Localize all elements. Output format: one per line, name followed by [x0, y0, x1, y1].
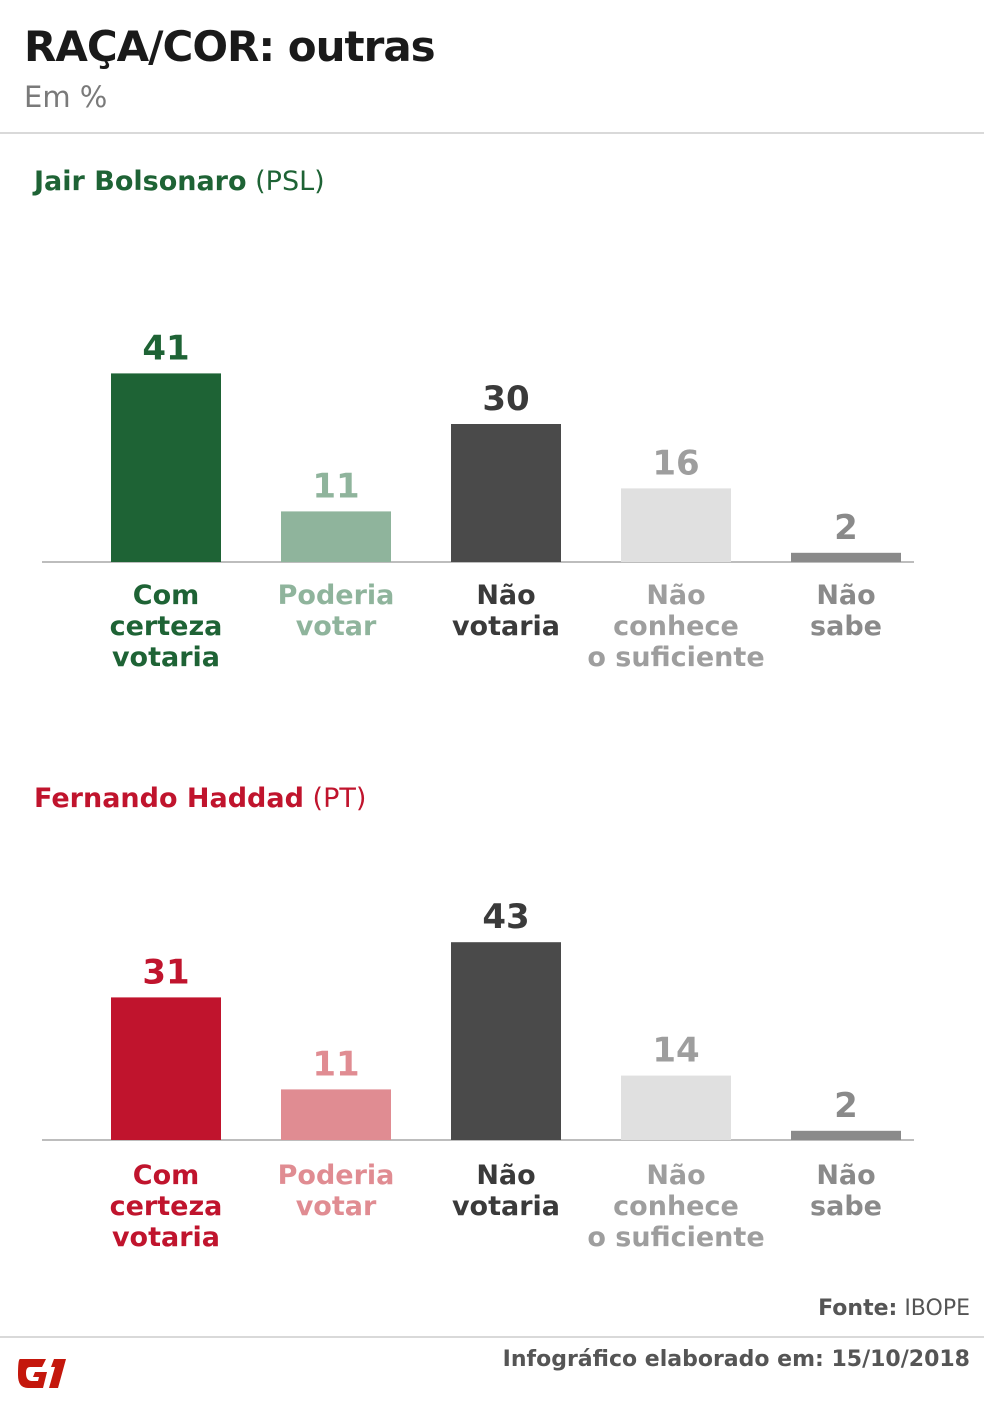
bar-5: [791, 1130, 901, 1140]
value-label-5: 2: [834, 1086, 858, 1126]
source-value: IBOPE: [904, 1296, 970, 1321]
value-label-2: 11: [312, 1044, 359, 1084]
candidate-party: (PT): [312, 783, 367, 814]
category-label-line: Não: [476, 580, 536, 611]
bar-1: [111, 373, 221, 562]
category-label-2: Poderia votar: [241, 1160, 431, 1222]
candidate-name: Jair Bolsonaro: [34, 166, 247, 197]
bar-4: [621, 488, 731, 562]
candidate-name: Fernando Haddad: [34, 783, 304, 814]
category-label-line: votaria: [451, 611, 561, 642]
category-label-4: Não conhece o suficiente: [581, 1160, 771, 1253]
value-label-5: 2: [834, 508, 858, 548]
bar-chart-haddad: 31 11 43 14 2 Com certeza votaria Poderia votar Nã…: [0, 880, 984, 1280]
value-label-3: 43: [482, 897, 529, 937]
category-label-4: Não conhece o suficiente: [581, 580, 771, 673]
value-label-3: 30: [482, 379, 529, 419]
g1-logo: [18, 1359, 66, 1388]
category-label-line: votar: [295, 1191, 377, 1222]
bar-chart-bolsonaro: 41 11 30 16 2 Com certeza votaria Poderia votar Nã…: [0, 300, 984, 700]
category-label-3: Não votaria: [411, 580, 601, 642]
category-label-5: Não sabe: [751, 1160, 941, 1222]
value-label-1: 31: [142, 952, 189, 992]
category-label-line: Não: [476, 1160, 536, 1191]
chart-subtitle: Em %: [24, 80, 108, 114]
candidate-title-haddad: Fernando Haddad (PT): [34, 783, 366, 814]
bar-3: [451, 942, 561, 1140]
category-label-line: Não: [816, 580, 876, 611]
category-label-line: Não: [646, 580, 706, 611]
candidate-party: (PSL): [255, 166, 325, 197]
category-label-line: Não: [816, 1160, 876, 1191]
category-label-line: o suficiente: [587, 642, 765, 673]
category-label-line: Poderia: [277, 580, 395, 611]
value-label-2: 11: [312, 466, 359, 506]
source-key: Fonte:: [818, 1296, 898, 1321]
category-label-line: Com: [132, 1160, 200, 1191]
category-label-line: Não: [646, 1160, 706, 1191]
category-label-line: votaria: [111, 642, 221, 673]
category-label-1: Com certeza votaria: [71, 1160, 261, 1253]
bar-2: [281, 1089, 391, 1140]
source-note: Fonte: IBOPE: [818, 1296, 970, 1321]
bar-5: [791, 552, 901, 562]
category-label-line: conhece: [613, 611, 739, 642]
category-label-line: votaria: [451, 1191, 561, 1222]
bar-4: [621, 1075, 731, 1140]
category-label-5: Não sabe: [751, 580, 941, 642]
category-label-line: o suficiente: [587, 1222, 765, 1253]
header-divider: [0, 132, 984, 134]
category-label-line: votaria: [111, 1222, 221, 1253]
chart-title: RAÇA/COR: outras: [24, 22, 436, 71]
chart-svg: 31 11 43 14 2: [42, 897, 914, 1141]
category-label-line: certeza: [109, 1191, 223, 1222]
category-label-line: sabe: [810, 611, 882, 642]
category-label-1: Com certeza votaria: [71, 580, 261, 673]
value-label-4: 16: [652, 443, 699, 483]
category-label-line: Com: [132, 580, 200, 611]
category-label-2: Poderia votar: [241, 580, 431, 642]
bar-3: [451, 424, 561, 562]
value-label-4: 14: [652, 1031, 699, 1071]
category-label-line: sabe: [810, 1191, 882, 1222]
value-label-1: 41: [142, 328, 189, 368]
footer-divider: [0, 1336, 984, 1338]
bar-1: [111, 997, 221, 1140]
bar-2: [281, 511, 391, 562]
category-label-line: Poderia: [277, 1160, 395, 1191]
category-label-line: conhece: [613, 1191, 739, 1222]
category-label-line: certeza: [109, 611, 223, 642]
category-label-line: votar: [295, 611, 377, 642]
candidate-title-bolsonaro: Jair Bolsonaro (PSL): [34, 166, 325, 197]
category-label-3: Não votaria: [411, 1160, 601, 1222]
date-note: Infográfico elaborado em: 15/10/2018: [502, 1347, 970, 1372]
chart-svg: 41 11 30 16 2: [42, 328, 914, 563]
